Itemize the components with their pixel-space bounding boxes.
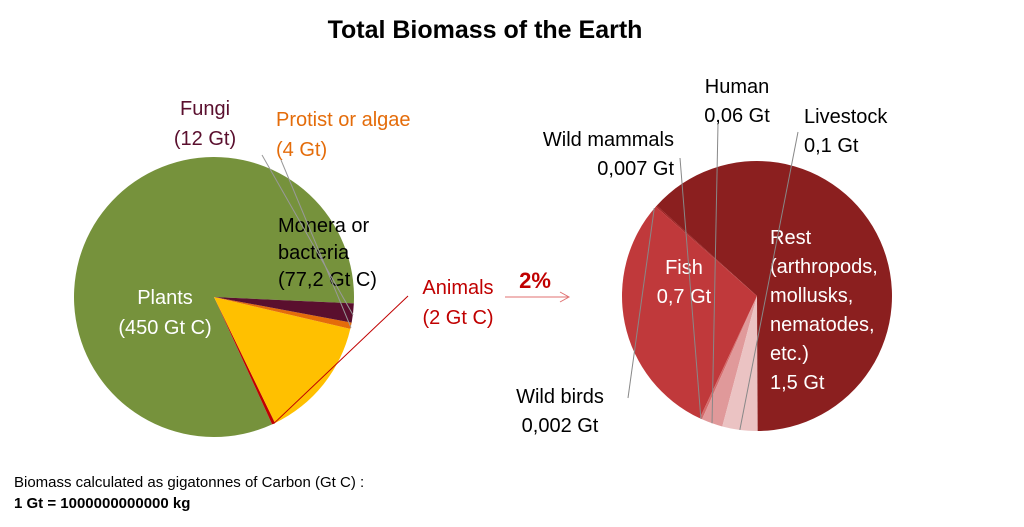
label-plants: Plants (450 Gt C) xyxy=(118,287,211,339)
slice-plants xyxy=(74,157,355,438)
slice-fish xyxy=(621,206,757,419)
slice-protist xyxy=(214,297,352,329)
leader-fungi xyxy=(261,154,354,316)
label-fish: Fish 0,7 Gt xyxy=(657,257,712,308)
leader-livestock xyxy=(739,131,799,431)
label-bacteria: Monera or bacteria (77,2 Gt C) xyxy=(278,215,377,291)
label-wild-birds: Wild birds 0,002 Gt xyxy=(516,386,604,437)
label-protist: Protist or algae (4 Gt) xyxy=(276,109,411,161)
leader-wild-birds xyxy=(627,208,655,399)
leader-human xyxy=(711,123,719,424)
slice-livestock xyxy=(722,296,758,432)
label-fungi: Fungi (12 Gt) xyxy=(174,98,236,150)
total-biomass-pie: Plants (450 Gt C) Monera or bacteria (77,2 G… xyxy=(74,98,494,438)
label-human: Human 0,06 Gt xyxy=(704,76,770,127)
percent-callout: 2% xyxy=(519,268,551,293)
arrow-head xyxy=(559,291,571,303)
slice-fungi xyxy=(214,297,354,323)
label-wild-mammals: Wild mammals 0,007 Gt xyxy=(543,129,675,180)
leader-protist xyxy=(280,159,352,328)
slice-wild-mammals xyxy=(699,296,757,420)
leader-animals xyxy=(273,295,409,425)
chart-title: Total Biomass of the Earth xyxy=(328,16,643,44)
slice-wild-birds xyxy=(655,205,757,296)
slice-bacteria xyxy=(214,297,351,423)
slice-human xyxy=(702,296,757,427)
callouts: 2% xyxy=(505,268,571,303)
animal-biomass-pie: Rest (arthropods, mollusks, nematodes, etc.)… xyxy=(516,76,892,437)
leader-wild-mammals xyxy=(679,157,702,419)
label-livestock: Livestock 0,1 Gt xyxy=(804,106,888,157)
footnote-conversion: 1 Gt = 1000000000000 kg xyxy=(14,495,191,512)
slice-animals xyxy=(214,297,276,425)
label-animals: Animals (2 Gt C) xyxy=(422,277,493,329)
label-rest: Rest (arthropods, mollusks, nematodes, etc.)… xyxy=(770,227,878,394)
footnote-definition: Biomass calculated as gigatonnes of Carb… xyxy=(14,474,365,491)
